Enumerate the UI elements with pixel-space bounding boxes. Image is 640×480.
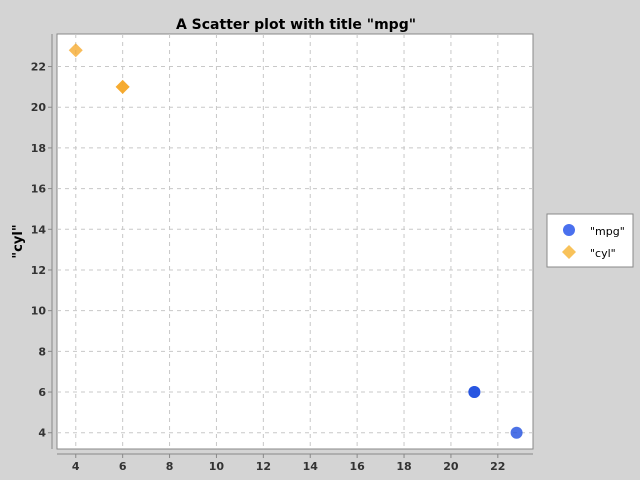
legend: "mpg" "cyl" xyxy=(546,213,634,268)
x-tick-label-4: 4 xyxy=(72,460,80,473)
legend-cyl-label: "cyl" xyxy=(590,247,616,260)
y-tick-label-6: 6 xyxy=(38,386,46,399)
point-mpg-1 xyxy=(468,386,481,399)
x-tick-label-22: 22 xyxy=(490,460,505,473)
legend-box xyxy=(546,213,634,268)
legend-cyl-marker xyxy=(562,245,576,259)
y-tick-label-18: 18 xyxy=(31,142,46,155)
tick-labels: 4 6 8 10 12 14 16 18 20 22 4 6 8 10 12 14 16 18 20 22 xyxy=(31,61,506,473)
x-tick-label-16: 16 xyxy=(349,460,365,473)
point-mpg-2 xyxy=(510,426,523,439)
y-tick-label-16: 16 xyxy=(31,183,47,196)
y-tick-label-12: 12 xyxy=(31,264,46,277)
y-tick-label-14: 14 xyxy=(31,223,47,236)
y-tick-label-22: 22 xyxy=(31,61,46,74)
y-tick-label-10: 10 xyxy=(31,305,47,318)
plot-area xyxy=(56,33,534,450)
data-points xyxy=(68,43,523,439)
legend-mpg-marker xyxy=(563,224,575,236)
axes xyxy=(48,34,533,458)
x-tick-label-18: 18 xyxy=(396,460,411,473)
y-tick-label-4: 4 xyxy=(38,427,46,440)
x-tick-label-10: 10 xyxy=(209,460,225,473)
y-tick-label-8: 8 xyxy=(38,345,46,358)
y-tick-label-20: 20 xyxy=(31,101,47,114)
grid xyxy=(57,34,533,449)
point-cyl-1 xyxy=(115,79,130,94)
x-tick-label-20: 20 xyxy=(443,460,459,473)
x-tick-label-6: 6 xyxy=(119,460,127,473)
y-axis-label: "cyl" xyxy=(11,224,26,258)
x-tick-label-12: 12 xyxy=(256,460,271,473)
x-tick-label-14: 14 xyxy=(303,460,319,473)
chart-title: A Scatter plot with title "mpg" xyxy=(176,17,416,33)
point-cyl-2 xyxy=(68,43,83,58)
legend-mpg-label: "mpg" xyxy=(590,225,625,238)
x-tick-label-8: 8 xyxy=(166,460,174,473)
